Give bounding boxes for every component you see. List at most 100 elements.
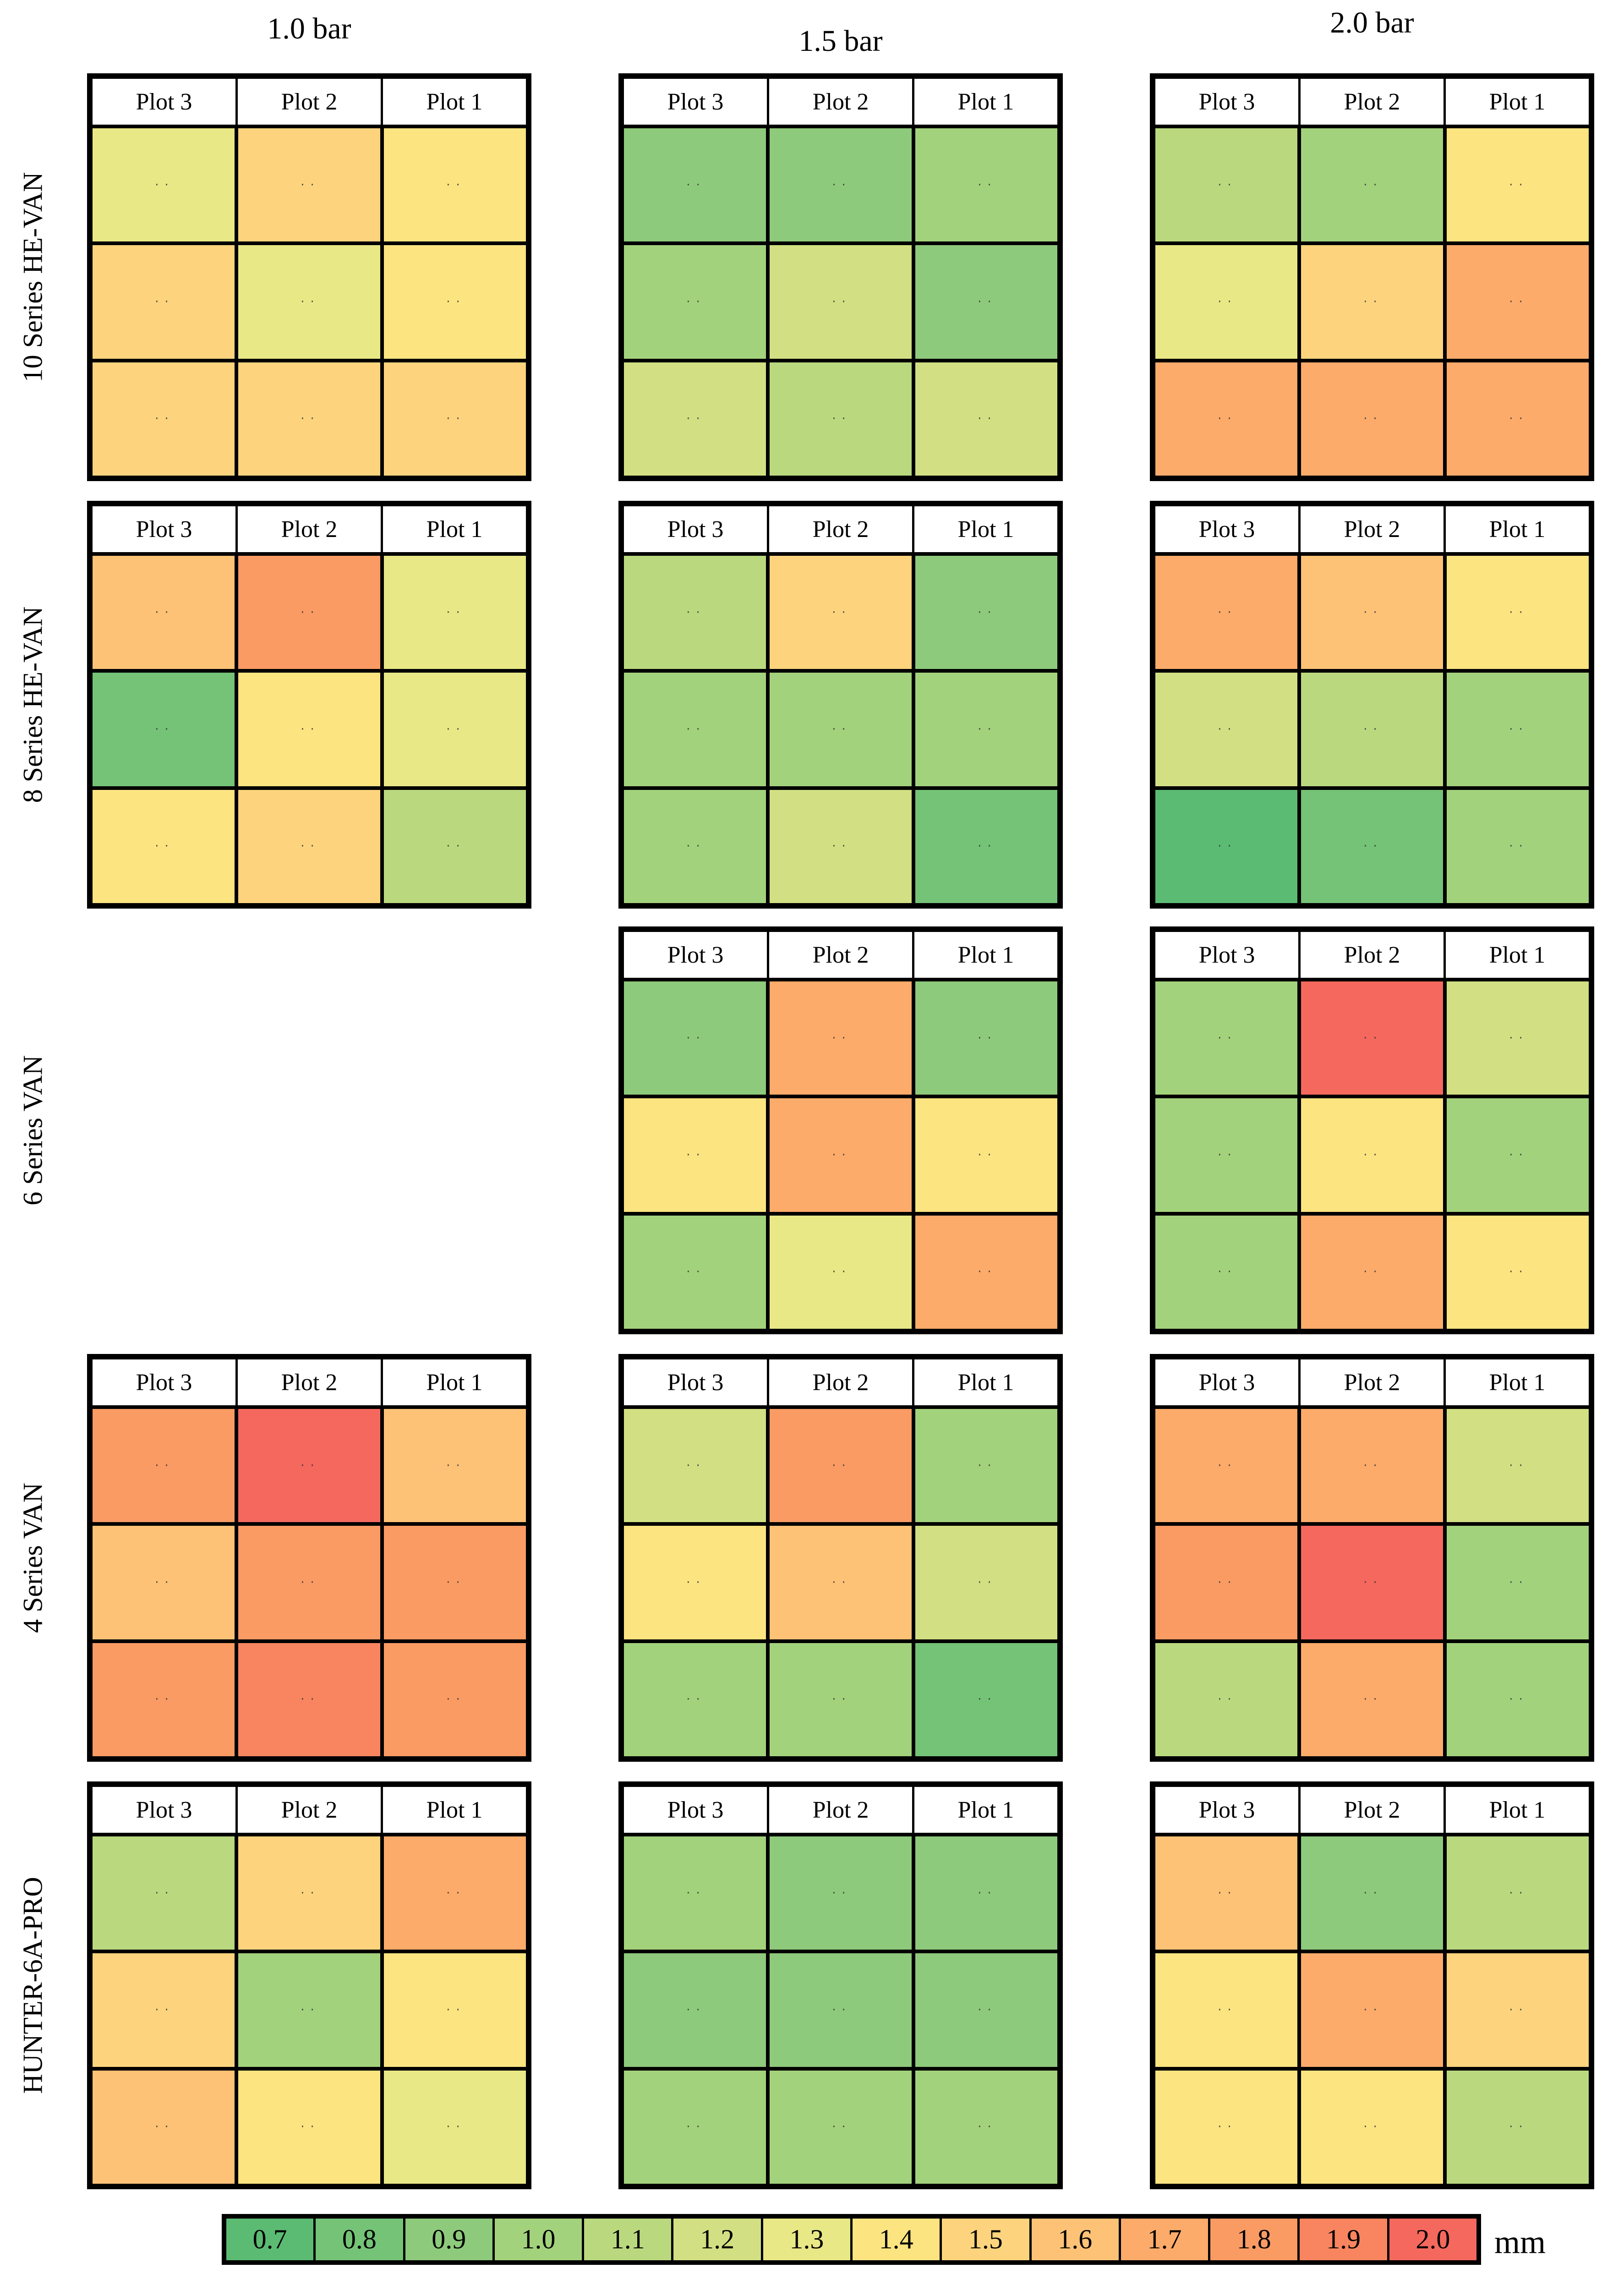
row-label-hunter-6a-pro: HUNTER-6A-PRO bbox=[17, 1877, 48, 2094]
heatmap-cell bbox=[93, 1526, 235, 1639]
heatmap-cell bbox=[915, 1836, 1057, 1950]
plot-header-plot-2: Plot 2 bbox=[1301, 79, 1444, 125]
heatmap-8-series-he-van-2-0-bar: Plot 3 Plot 2 Plot 1 bbox=[1150, 501, 1594, 909]
heatmap-cell bbox=[1301, 1836, 1443, 1950]
heatmap-cell bbox=[1447, 1526, 1589, 1639]
heatmap-cell bbox=[238, 1953, 380, 2067]
heatmap-cell bbox=[93, 789, 235, 903]
heatmap-cell bbox=[1301, 673, 1443, 786]
heatmap-cell bbox=[93, 1643, 235, 1756]
heatmap-cell bbox=[384, 2070, 526, 2184]
heatmap-header-row: Plot 3 Plot 2 Plot 1 bbox=[624, 932, 1057, 978]
plot-header-plot-1: Plot 1 bbox=[1446, 79, 1589, 125]
plot-header-plot-2: Plot 2 bbox=[1301, 1359, 1444, 1405]
heatmap-cell bbox=[384, 556, 526, 669]
heatmap-header-row: Plot 3 Plot 2 Plot 1 bbox=[93, 506, 526, 552]
heatmap-header-row: Plot 3 Plot 2 Plot 1 bbox=[93, 79, 526, 125]
heatmap-cell bbox=[93, 1836, 235, 1950]
plot-header-plot-3: Plot 3 bbox=[93, 1359, 235, 1405]
heatmap-8-series-he-van-1-5-bar: Plot 3 Plot 2 Plot 1 bbox=[618, 501, 1063, 909]
heatmap-cell bbox=[1155, 245, 1297, 359]
heatmap-body bbox=[1155, 1836, 1589, 2184]
plot-header-plot-2: Plot 2 bbox=[769, 506, 912, 552]
heatmap-cell bbox=[1155, 1836, 1297, 1950]
heatmap-cell bbox=[770, 245, 912, 359]
heatmap-cell bbox=[1155, 1098, 1297, 1212]
plot-header-plot-1: Plot 1 bbox=[383, 79, 526, 125]
heatmap-header-row: Plot 3 Plot 2 Plot 1 bbox=[93, 1787, 526, 1833]
plot-header-plot-3: Plot 3 bbox=[1155, 506, 1298, 552]
plot-header-plot-1: Plot 1 bbox=[383, 1359, 526, 1405]
heatmap-cell bbox=[770, 673, 912, 786]
heatmap-cell bbox=[1447, 362, 1589, 476]
heatmap-cell bbox=[1447, 245, 1589, 359]
heatmap-header-row: Plot 3 Plot 2 Plot 1 bbox=[624, 79, 1057, 125]
heatmap-cell bbox=[1301, 1215, 1443, 1329]
plot-header-plot-3: Plot 3 bbox=[624, 932, 767, 978]
heatmap-body bbox=[93, 1836, 526, 2184]
heatmap-cell bbox=[238, 2070, 380, 2184]
heatmap-6-series-van-2-0-bar: Plot 3 Plot 2 Plot 1 bbox=[1150, 926, 1594, 1334]
heatmap-hunter-6a-pro-1-5-bar: Plot 3 Plot 2 Plot 1 bbox=[618, 1781, 1063, 2189]
plot-header-plot-3: Plot 3 bbox=[93, 506, 235, 552]
heatmap-cell bbox=[624, 556, 766, 669]
plot-header-plot-3: Plot 3 bbox=[1155, 932, 1298, 978]
legend-cell-1.4: 1.4 bbox=[853, 2219, 940, 2260]
heatmap-cell bbox=[93, 2070, 235, 2184]
heatmap-cell bbox=[624, 1215, 766, 1329]
heatmap-cell bbox=[1155, 789, 1297, 903]
heatmap-cell bbox=[93, 362, 235, 476]
heatmap-cell bbox=[915, 1953, 1057, 2067]
heatmap-body bbox=[1155, 556, 1589, 903]
plot-header-plot-2: Plot 2 bbox=[238, 1359, 381, 1405]
heatmap-cell bbox=[1447, 1643, 1589, 1756]
heatmap-cell bbox=[1447, 673, 1589, 786]
plot-header-plot-3: Plot 3 bbox=[624, 1359, 767, 1405]
heatmap-header-row: Plot 3 Plot 2 Plot 1 bbox=[624, 1359, 1057, 1405]
legend-cell-1.2: 1.2 bbox=[673, 2219, 761, 2260]
heatmap-cell bbox=[624, 981, 766, 1095]
heatmap-header-row: Plot 3 Plot 2 Plot 1 bbox=[93, 1359, 526, 1405]
plot-header-plot-3: Plot 3 bbox=[1155, 79, 1298, 125]
legend-unit-label: mm bbox=[1494, 2224, 1546, 2260]
heatmap-cell bbox=[238, 128, 380, 242]
legend-cell-1.1: 1.1 bbox=[584, 2219, 672, 2260]
heatmap-cell bbox=[1155, 1953, 1297, 2067]
legend-cell-1.0: 1.0 bbox=[494, 2219, 582, 2260]
heatmap-cell bbox=[1155, 1215, 1297, 1329]
heatmap-body bbox=[624, 1409, 1057, 1756]
heatmap-cell bbox=[1301, 1098, 1443, 1212]
heatmap-body bbox=[93, 1409, 526, 1756]
heatmap-cell bbox=[1301, 789, 1443, 903]
plot-header-plot-1: Plot 1 bbox=[1446, 1359, 1589, 1405]
heatmap-cell bbox=[1301, 2070, 1443, 2184]
heatmap-cell bbox=[915, 362, 1057, 476]
heatmap-hunter-6a-pro-2-0-bar: Plot 3 Plot 2 Plot 1 bbox=[1150, 1781, 1594, 2189]
heatmap-cell bbox=[915, 1215, 1057, 1329]
heatmap-cell bbox=[1447, 1409, 1589, 1523]
heatmap-hunter-6a-pro-1-0-bar: Plot 3 Plot 2 Plot 1 bbox=[87, 1781, 531, 2189]
heatmap-cell bbox=[238, 362, 380, 476]
heatmap-cell bbox=[93, 128, 235, 242]
heatmap-cell bbox=[93, 1409, 235, 1523]
legend-cell-1.5: 1.5 bbox=[942, 2219, 1029, 2260]
heatmap-cell bbox=[1155, 1526, 1297, 1639]
heatmap-cell bbox=[624, 128, 766, 242]
row-label-6-series-van: 6 Series VAN bbox=[17, 1055, 48, 1206]
heatmap-cell bbox=[1155, 1643, 1297, 1756]
heatmap-cell bbox=[384, 1953, 526, 2067]
heatmap-cell bbox=[238, 789, 380, 903]
plot-header-plot-3: Plot 3 bbox=[624, 79, 767, 125]
heatmap-header-row: Plot 3 Plot 2 Plot 1 bbox=[1155, 79, 1589, 125]
heatmap-cell bbox=[1301, 245, 1443, 359]
legend-cell-1.8: 1.8 bbox=[1210, 2219, 1298, 2260]
heatmap-cell bbox=[915, 1409, 1057, 1523]
heatmap-cell bbox=[770, 128, 912, 242]
legend-cell-1.6: 1.6 bbox=[1031, 2219, 1119, 2260]
plot-header-plot-1: Plot 1 bbox=[383, 1787, 526, 1833]
heatmap-cell bbox=[384, 1643, 526, 1756]
plot-header-plot-3: Plot 3 bbox=[1155, 1787, 1298, 1833]
heatmap-cell bbox=[624, 2070, 766, 2184]
plot-header-plot-2: Plot 2 bbox=[769, 932, 912, 978]
